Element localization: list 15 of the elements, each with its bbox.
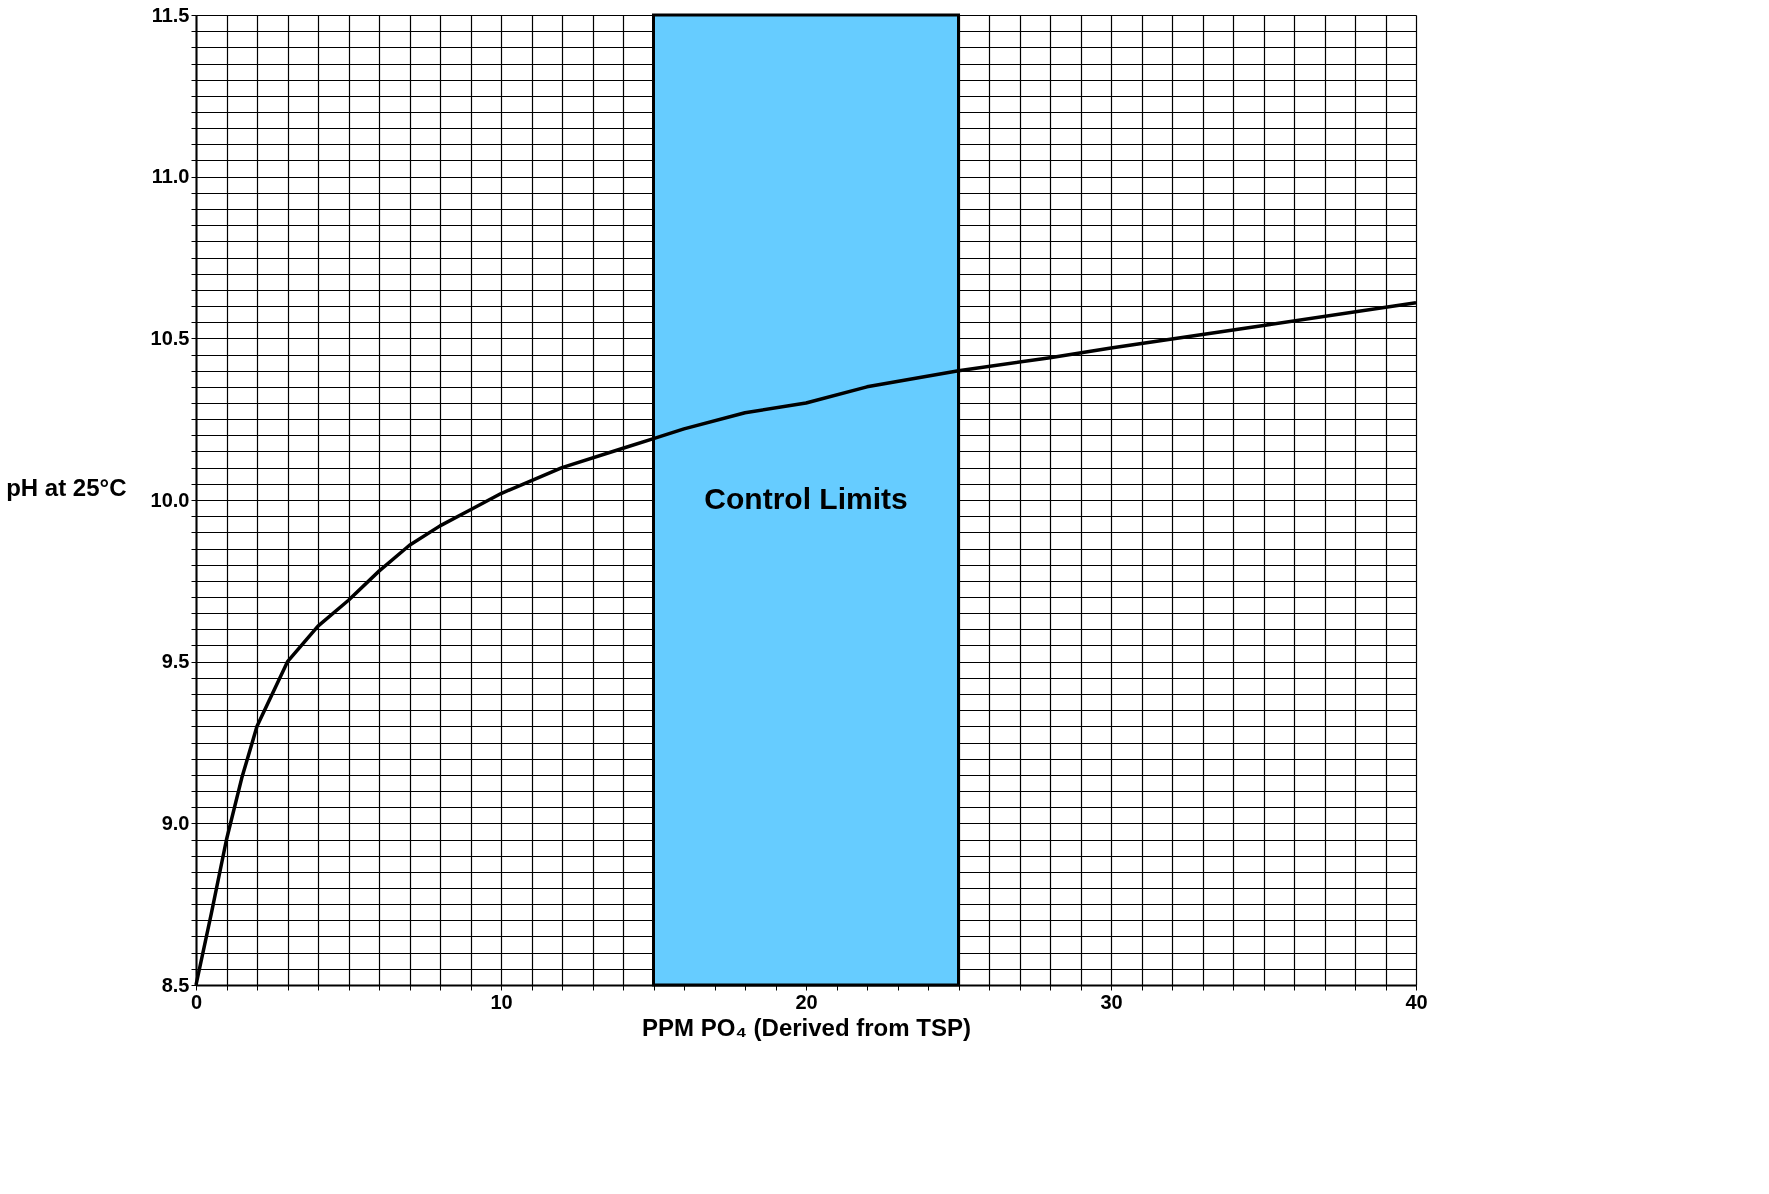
y-tick-label: 9.0: [161, 811, 190, 834]
x-tick-label: 0: [190, 990, 203, 1013]
y-tick-label: 9.5: [161, 650, 190, 673]
y-tick-label: 11.5: [151, 3, 190, 26]
y-tick-label: 11.0: [151, 165, 190, 188]
x-tick-label: 20: [795, 990, 818, 1013]
x-tick-label: 10: [490, 990, 513, 1013]
y-tick-label: 10.0: [150, 488, 190, 511]
band-label: Control Limits: [704, 482, 908, 515]
x-axis-title: PPM PO₄ (Derived from TSP): [642, 1013, 971, 1041]
y-tick-label: 8.5: [161, 973, 190, 996]
y-tick-label: 10.5: [150, 326, 190, 349]
y-axis-title: pH at 25°C: [6, 473, 127, 501]
x-tick-label: 40: [1405, 990, 1428, 1013]
x-tick-label: 30: [1100, 990, 1123, 1013]
